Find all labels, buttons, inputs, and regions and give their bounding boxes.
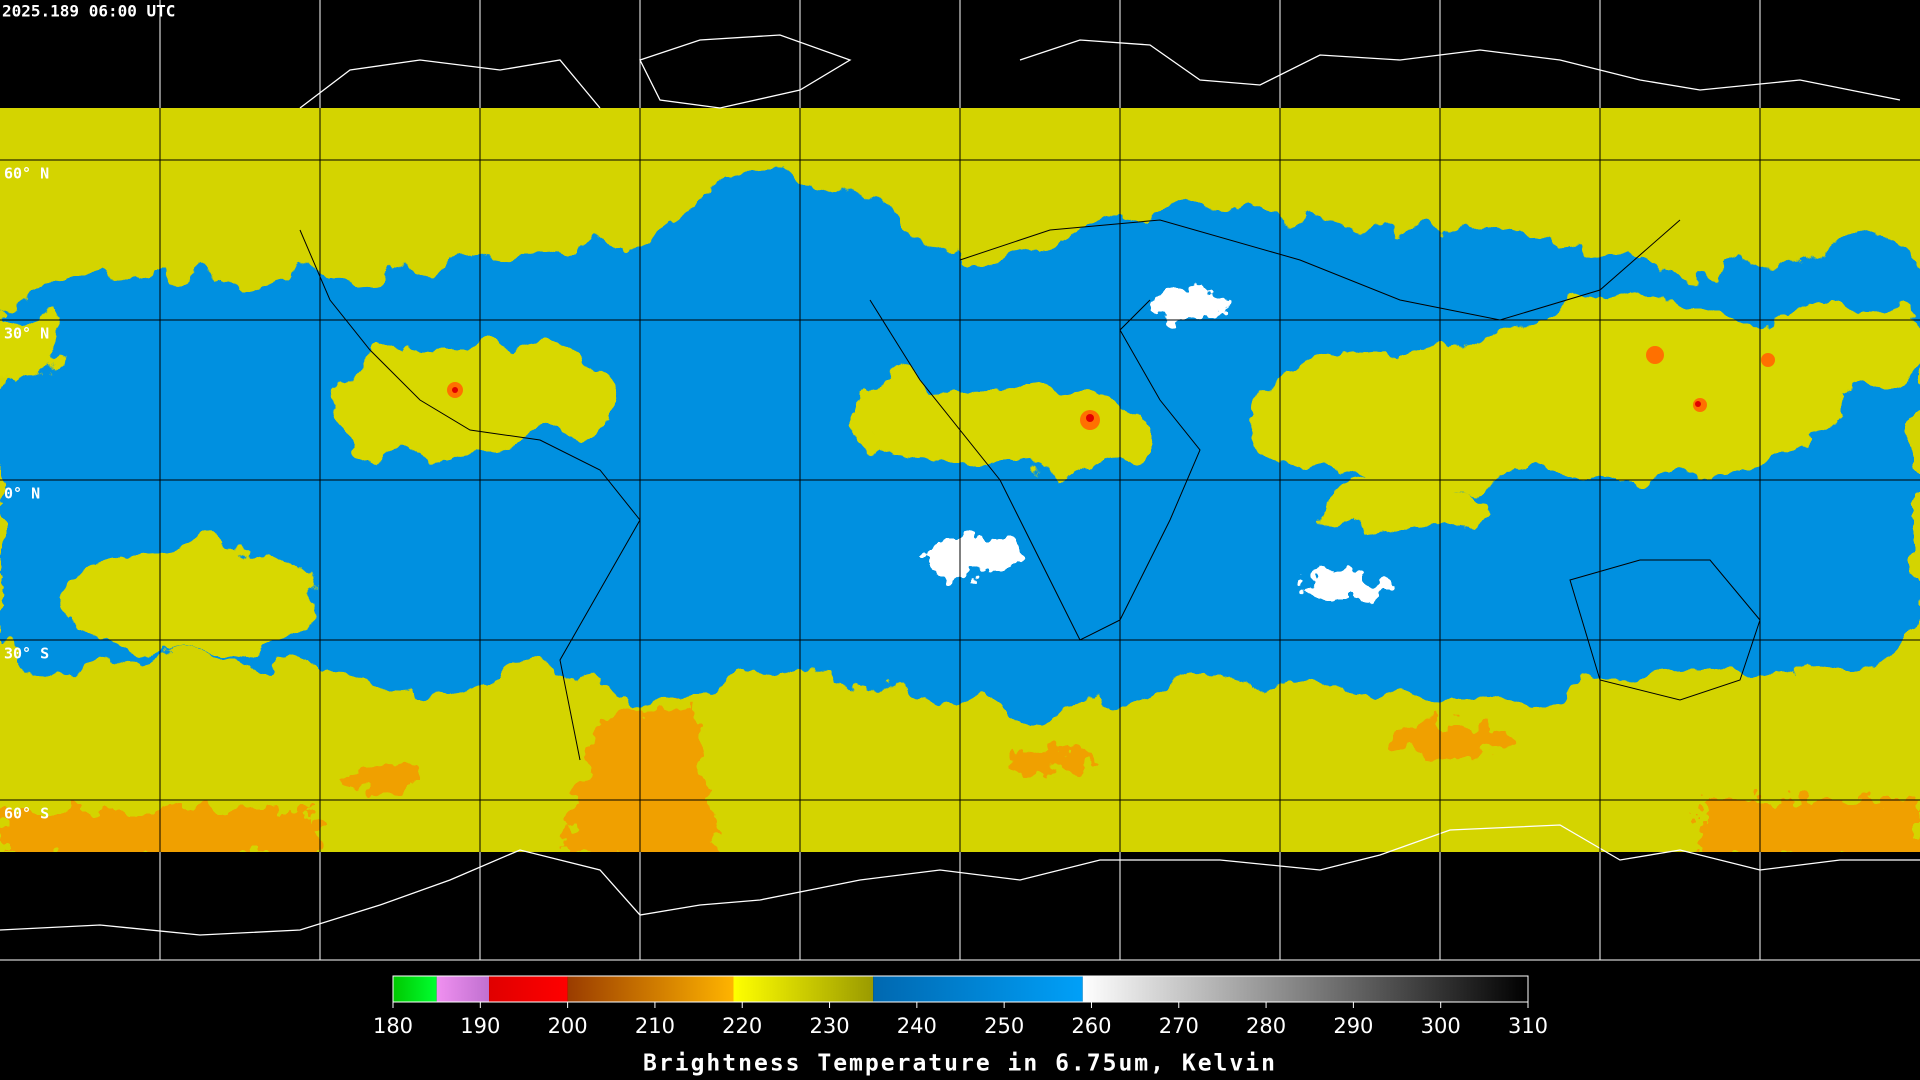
coldest-tops (452, 387, 1701, 422)
graticule (0, 0, 1920, 961)
colorbar-tick-label: 230 (809, 1014, 849, 1038)
colorbar-title: Brightness Temperature in 6.75um, Kelvin (643, 1051, 1277, 1077)
colorbar-tick-label: 210 (635, 1014, 675, 1038)
colorbar-tick-label: 220 (722, 1014, 762, 1038)
colorbar-tick-label: 300 (1421, 1014, 1461, 1038)
colorbar-segment (873, 976, 1083, 1002)
colorbar-tick-label: 250 (984, 1014, 1024, 1038)
colorbar-tick-label: 260 (1071, 1014, 1111, 1038)
lat-labels: 60° N 30° N 0° N 30° S 60° S (4, 165, 49, 823)
colorbar-frame (392, 975, 1529, 1003)
colorbar-segment (436, 976, 490, 1002)
colorbar-segment (393, 976, 437, 1002)
lat-label: 0° N (4, 485, 40, 503)
lat-label: 30° S (4, 645, 49, 663)
colorbar-segment (733, 976, 874, 1002)
colorbar-tick-label: 180 (373, 1014, 413, 1038)
colorbar-tick-label: 270 (1159, 1014, 1199, 1038)
colorbar-tick-label: 200 (548, 1014, 588, 1038)
colorbar-segment (1082, 976, 1528, 1002)
coastlines-polar (0, 34, 1920, 936)
colorbar-segment (567, 976, 734, 1002)
lat-label: 60° N (4, 165, 49, 183)
colorbar-tick-label: 310 (1508, 1014, 1548, 1038)
colorbar-tick-label: 190 (460, 1014, 500, 1038)
colorbar-segment (489, 976, 568, 1002)
timestamp: 2025.189 06:00 UTC (2, 2, 175, 21)
colorbar-tick-label: 240 (897, 1014, 937, 1038)
colorbar: 180 190 200 210 220 230 240 250 260 270 280 290 300 3… (373, 975, 1548, 1038)
colorbar-tick-label: 290 (1333, 1014, 1373, 1038)
lat-label: 30° N (4, 325, 49, 343)
lat-label: 60° S (4, 805, 49, 823)
dry-spots (925, 284, 1385, 600)
tropical-convection (0, 300, 1920, 650)
colorbar-tick-label: 280 (1246, 1014, 1286, 1038)
